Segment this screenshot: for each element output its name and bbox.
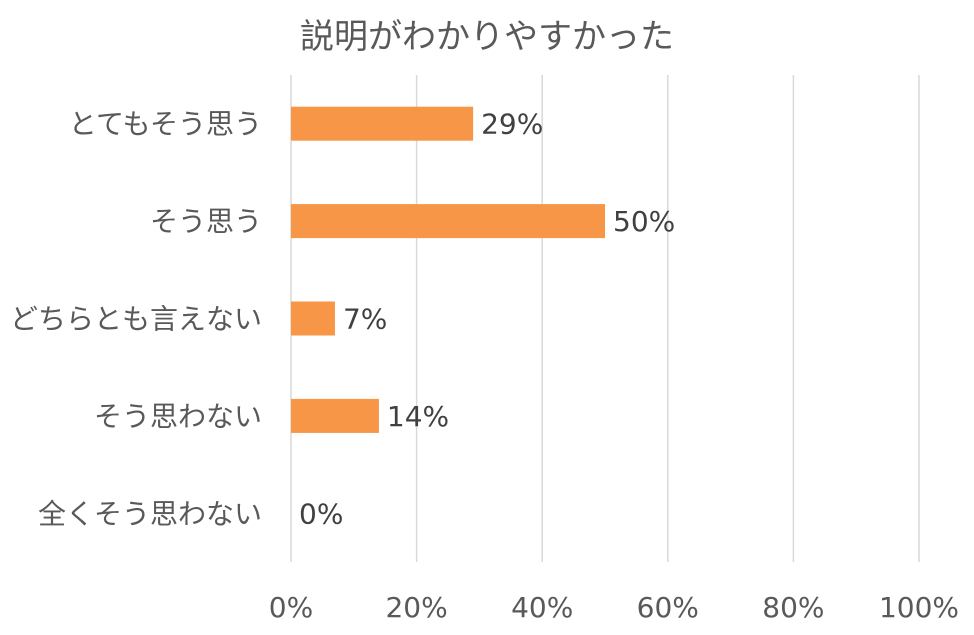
data-label: 29% — [481, 108, 543, 141]
x-axis-tick-labels: 0% 20% 40% 60% 80% 100% — [269, 591, 959, 624]
bars — [291, 106, 605, 433]
data-label: 50% — [613, 205, 675, 238]
category-label: 全くそう思わない — [38, 497, 262, 530]
gridlines — [290, 75, 920, 562]
bar — [291, 301, 335, 336]
category-label: どちらとも言えない — [10, 303, 262, 336]
category-label: そう思わない — [94, 400, 262, 433]
chart-title: 説明がわかりやすかった — [300, 17, 674, 57]
data-label: 0% — [299, 497, 343, 530]
x-tick-label: 0% — [269, 591, 313, 624]
data-labels: 29% 50% 7% 14% 0% — [299, 108, 675, 531]
data-label: 14% — [387, 400, 449, 433]
category-label: とてもそう思う — [69, 108, 262, 141]
x-tick-label: 100% — [879, 591, 959, 624]
data-label: 7% — [343, 303, 387, 336]
x-tick-label: 40% — [511, 591, 573, 624]
x-tick-label: 80% — [762, 591, 824, 624]
x-tick-label: 20% — [385, 591, 447, 624]
x-tick-label: 60% — [637, 591, 699, 624]
bar — [291, 106, 474, 141]
bar — [291, 204, 605, 239]
category-label: そう思う — [150, 205, 262, 238]
bar — [291, 398, 379, 433]
